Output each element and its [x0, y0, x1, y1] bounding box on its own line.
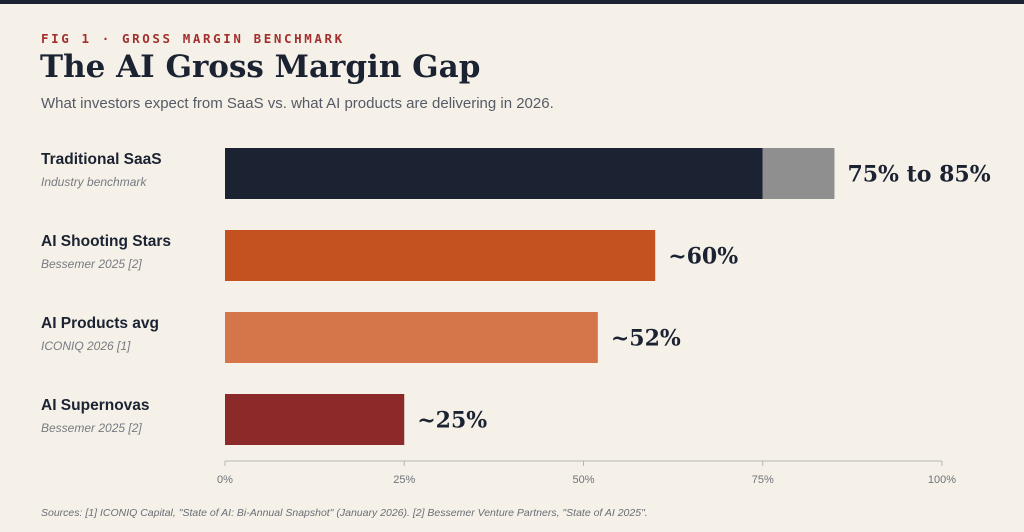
category-source-traditional-saas: Industry benchmark — [41, 175, 147, 189]
x-tick-label-75: 75% — [752, 474, 774, 486]
bar-traditional-saas-segment-2 — [762, 148, 835, 199]
figure-label: FIG 1 · GROSS MARGIN BENCHMARK — [41, 31, 345, 46]
chart-subtitle: What investors expect from SaaS vs. what… — [41, 95, 554, 112]
x-tick-label-50: 50% — [572, 474, 594, 486]
category-source-ai-products-avg: ICONIQ 2026 [1] — [41, 339, 131, 353]
x-tick-label-100: 100% — [928, 474, 956, 486]
chart-title: The AI Gross Margin Gap — [40, 49, 481, 85]
category-source-ai-shooting-stars: Bessemer 2025 [2] — [41, 257, 142, 271]
x-tick-label-0: 0% — [217, 474, 233, 486]
value-label-ai-shooting-stars: ~60% — [668, 244, 738, 270]
category-name-ai-products-avg: AI Products avg — [41, 315, 159, 332]
bar-ai-shooting-stars-segment-1 — [225, 230, 656, 281]
top-rule — [0, 0, 1024, 4]
x-tick-label-25: 25% — [393, 474, 415, 486]
category-name-ai-shooting-stars: AI Shooting Stars — [41, 233, 172, 250]
value-label-ai-supernovas: ~25% — [417, 408, 487, 434]
category-source-ai-supernovas: Bessemer 2025 [2] — [41, 421, 142, 435]
value-label-ai-products-avg: ~52% — [611, 326, 681, 352]
bar-traditional-saas-segment-1 — [225, 148, 763, 199]
category-name-ai-supernovas: AI Supernovas — [41, 397, 150, 414]
value-label-traditional-saas: 75% to 85% — [847, 162, 990, 188]
category-name-traditional-saas: Traditional SaaS — [41, 151, 162, 168]
sources-footnote: Sources: [1] ICONIQ Capital, "State of A… — [41, 507, 648, 519]
bar-ai-supernovas-segment-1 — [225, 394, 405, 445]
bar-ai-products-avg-segment-1 — [225, 312, 598, 363]
